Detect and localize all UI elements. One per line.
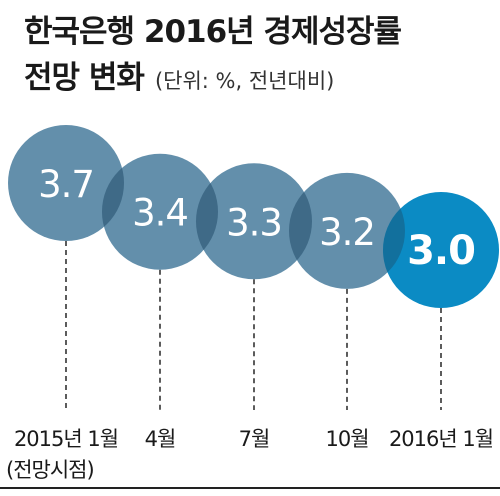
category-label: 10월: [325, 427, 368, 451]
value-label: 3.0: [407, 228, 475, 274]
bubble: [289, 172, 405, 289]
chart-subtitle-row: 전망 변화 (단위: %, 전년대비): [24, 52, 334, 97]
value-label: 3.3: [226, 201, 282, 244]
category-label: (전망시점): [6, 458, 94, 482]
bottom-rule: [0, 487, 500, 489]
value-label: 3.7: [38, 163, 94, 206]
unit-note: (단위: %, 전년대비): [154, 69, 335, 93]
category-label: 4월: [145, 427, 176, 451]
value-label: 3.4: [132, 192, 188, 235]
category-label: 7월: [239, 427, 270, 451]
bubble-highlight: [383, 192, 499, 308]
bubble: [8, 125, 124, 241]
chart-title-line2: 전망 변화: [24, 60, 145, 96]
bubble: [102, 153, 218, 270]
bubble: [196, 163, 312, 280]
category-label: 2015년 1월: [14, 427, 118, 451]
chart-title: 한국은행 2016년 경제성장률: [24, 14, 402, 50]
value-label: 3.2: [319, 211, 375, 254]
category-label: 2016년 1월: [389, 427, 493, 451]
